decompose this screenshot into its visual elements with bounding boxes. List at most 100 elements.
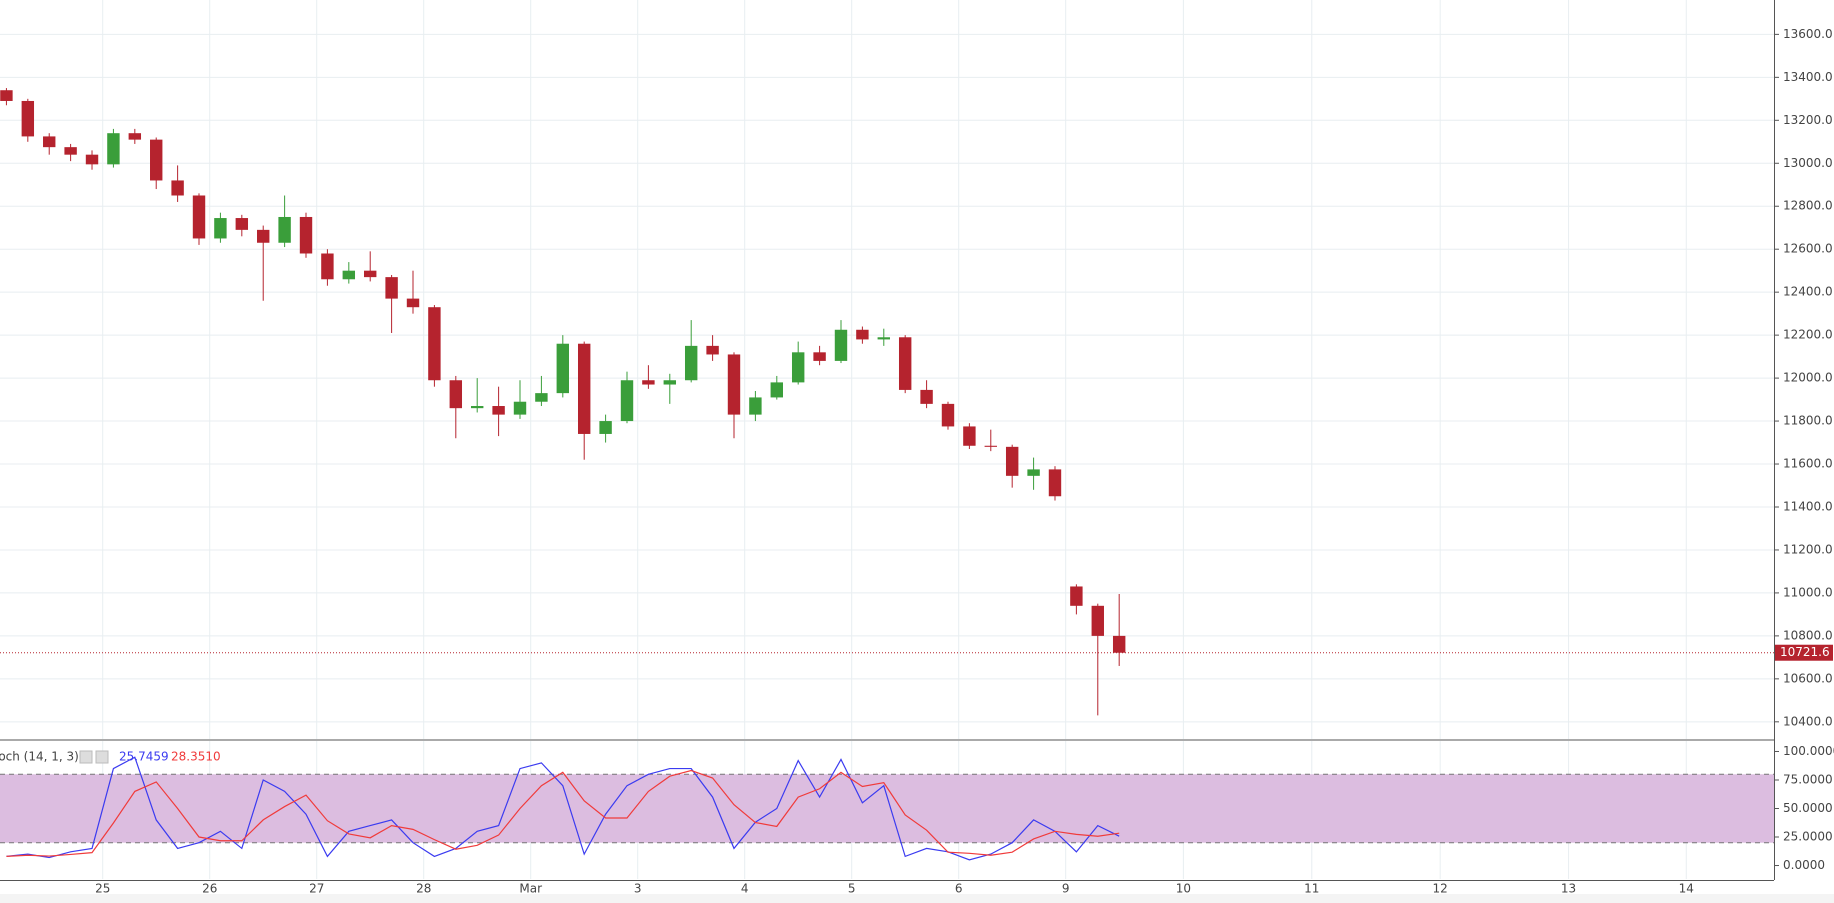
candle-body [963,426,976,446]
y-tick-label: 12600.0 [1783,242,1833,256]
candle-body [128,133,142,140]
stoch-legend: Stoch (14, 1, 3) 25.7459 28.3510 [0,750,221,764]
candle-body [214,218,227,239]
candle-body [684,345,698,381]
candle-body [1070,586,1083,606]
candle-body [920,389,933,404]
candle-body [535,393,548,402]
candle-body [428,307,441,381]
candle-body [984,445,997,447]
candle-body [1027,469,1040,476]
y-tick-label: 25.0000 [1783,830,1833,844]
candle-body [342,270,356,280]
candle-body [107,133,120,165]
stoch-line [6,756,1120,861]
k-value: 25.7459 [119,750,169,764]
candle-body [150,139,163,181]
candle-body [0,90,13,101]
candle-body [406,298,420,308]
candle-body [663,380,677,385]
candle-body [941,403,955,427]
price-pane [0,0,1774,739]
candle-body [577,343,591,434]
candle-body [706,345,719,355]
settings-icon[interactable] [79,750,93,764]
x-tick-label: 27 [309,882,324,896]
candle-body [171,180,184,196]
x-tick-label: 4 [741,882,749,896]
candle-body [321,253,334,280]
indicator-title: Stoch (14, 1, 3) [0,750,79,764]
x-tick-label: 26 [202,882,217,896]
x-tick-label: 12 [1433,882,1448,896]
candle-body [834,329,848,361]
candle-body [770,382,783,398]
y-tick-label: 11000.0 [1783,585,1833,599]
candle-body [85,154,99,165]
candle-body [64,147,77,155]
bottom-bar [0,894,1834,903]
candle-body [749,397,762,415]
x-tick-label: 25 [95,882,110,896]
y-tick-label: 11400.0 [1783,499,1833,513]
candle-body [556,343,570,394]
candle-body [470,406,484,409]
candle-body [513,401,527,415]
candle-body [1048,469,1062,497]
x-tick-label: 6 [955,882,963,896]
close-icon[interactable] [95,750,109,764]
y-tick-label: 11200.0 [1783,542,1833,556]
stoch-band [0,774,1774,843]
candle-body [1091,605,1104,636]
candle-body [1112,635,1126,653]
candle-body [257,229,270,243]
candle-body [1005,446,1019,476]
y-tick-label: 50.0000 [1783,801,1833,815]
candle-body [877,337,890,340]
y-tick-label: 100.0000 [1783,744,1834,758]
x-tick-label: 10 [1176,882,1191,896]
y-tick-label: 12800.0 [1783,199,1833,213]
y-tick-label: 12000.0 [1783,371,1833,385]
last-price-label: 10721.6 [1780,645,1830,659]
candle-body [727,354,741,415]
candle-body [492,406,505,415]
y-tick-label: 10600.0 [1783,671,1833,685]
candle-body [299,216,313,254]
stoch-line [6,769,1120,858]
candle-body [449,380,463,409]
x-tick-label: 3 [634,882,642,896]
candle-body [898,337,912,390]
candle-body [791,352,805,383]
candle-body [620,380,634,422]
x-tick-label: 5 [848,882,856,896]
x-tick-label: 14 [1679,882,1694,896]
x-tick-label: 13 [1561,882,1576,896]
x-tick-label: Mar [519,882,542,896]
candle-body [642,380,655,385]
candle-body [813,352,826,361]
y-tick-label: 12400.0 [1783,285,1833,299]
candle-body [278,216,291,243]
x-tick-label: 28 [416,882,431,896]
y-tick-label: 10400.0 [1783,714,1833,728]
y-tick-label: 11800.0 [1783,414,1833,428]
y-tick-label: 75.0000 [1783,772,1833,786]
candle-body [385,277,398,299]
candle-body [856,329,869,340]
x-tick-label: 11 [1304,882,1319,896]
candle-body [21,100,35,137]
y-tick-label: 12200.0 [1783,328,1833,342]
y-tick-label: 13400.0 [1783,70,1833,84]
candle-body [43,136,56,148]
x-tick-label: 9 [1062,882,1070,896]
candle-body [364,270,377,278]
y-tick-label: 13600.0 [1783,27,1833,41]
y-tick-label: 13200.0 [1783,113,1833,127]
y-tick-label: 10800.0 [1783,628,1833,642]
candle-body [599,421,612,434]
stoch-pane [0,741,1774,879]
last-price-box [1775,644,1833,661]
